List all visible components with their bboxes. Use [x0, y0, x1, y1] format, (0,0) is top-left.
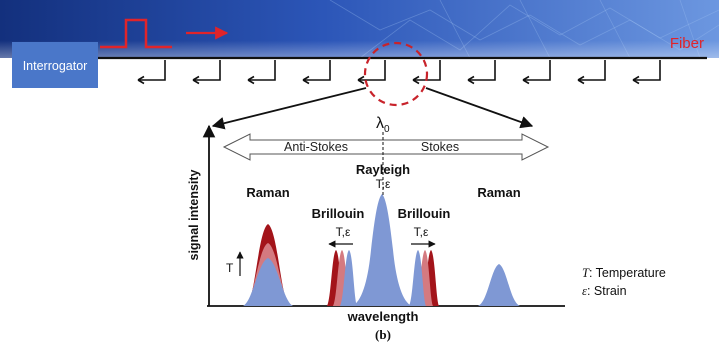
- zoom-arrow-left: [211, 87, 367, 130]
- rayleigh-peak: [352, 194, 412, 306]
- raman-left-label: Raman: [246, 185, 289, 200]
- brillouin-right-dependency-label: T,ε: [414, 225, 429, 239]
- backscatter-marker: [413, 60, 441, 81]
- stokes-label: Stokes: [421, 140, 459, 154]
- rayleigh-label: Rayleigh: [356, 162, 410, 177]
- interrogator-box: [12, 42, 98, 88]
- rayleigh-dependency-label: T,ε: [376, 177, 391, 191]
- x-axis-label: wavelength: [347, 309, 419, 324]
- backscatter-arrowhead: [577, 75, 585, 85]
- backscatter-marker: [248, 60, 276, 81]
- temperature-arrow-label: T: [226, 261, 234, 275]
- fiber-label: Fiber: [670, 35, 704, 52]
- backscatter-marker: [138, 60, 166, 81]
- backscatter-markers: [137, 60, 661, 85]
- backscatter-marker: [468, 60, 496, 81]
- backscatter-marker: [633, 60, 661, 81]
- zoom-circle: [363, 41, 429, 107]
- anti-stokes-label: Anti-Stokes: [284, 140, 348, 154]
- legend-strain: ε: Strain: [582, 284, 627, 298]
- backscatter-marker: [303, 60, 331, 81]
- header-banner: [0, 0, 719, 59]
- light-pulse: [100, 18, 172, 49]
- backscatter-arrowhead: [192, 75, 200, 85]
- backscatter-arrowhead: [247, 75, 255, 85]
- backscatter-marker: [523, 60, 551, 81]
- brillouin-right-label: Brillouin: [398, 206, 451, 221]
- backscatter-marker: [193, 60, 221, 81]
- brillouin-right-peak-blue: [409, 250, 426, 306]
- backscatter-arrowhead: [632, 75, 640, 85]
- backscatter-arrowhead: [137, 75, 145, 85]
- brillouin-left-peak-blue: [340, 250, 357, 306]
- figure-caption: (b): [375, 327, 391, 342]
- backscatter-arrowhead: [522, 75, 530, 85]
- legend: T: Temperature ε: Strain: [582, 266, 666, 298]
- backscatter-arrowhead: [467, 75, 475, 85]
- raman-right-label: Raman: [477, 185, 520, 200]
- interrogator-label: Interrogator: [23, 59, 88, 73]
- raman-left-peak-blue: [243, 258, 293, 306]
- backscatter-marker: [358, 60, 386, 81]
- backscatter-arrowhead: [302, 75, 310, 85]
- brillouin-left-dependency-label: T,ε: [336, 225, 351, 239]
- spectrum-peaks: [243, 194, 520, 306]
- wavelength-direction-arrow: [222, 133, 550, 161]
- lambda-zero-label: λ0: [376, 115, 390, 135]
- y-axis-label: signal intensity: [187, 169, 201, 260]
- zoom-arrow-right: [425, 87, 534, 129]
- brillouin-left-label: Brillouin: [312, 206, 365, 221]
- backscatter-arrowhead: [412, 75, 420, 85]
- legend-temperature: T: Temperature: [582, 266, 666, 280]
- backscatter-marker: [578, 60, 606, 81]
- backscatter-arrowhead: [357, 75, 365, 85]
- raman-right-peak: [478, 264, 520, 306]
